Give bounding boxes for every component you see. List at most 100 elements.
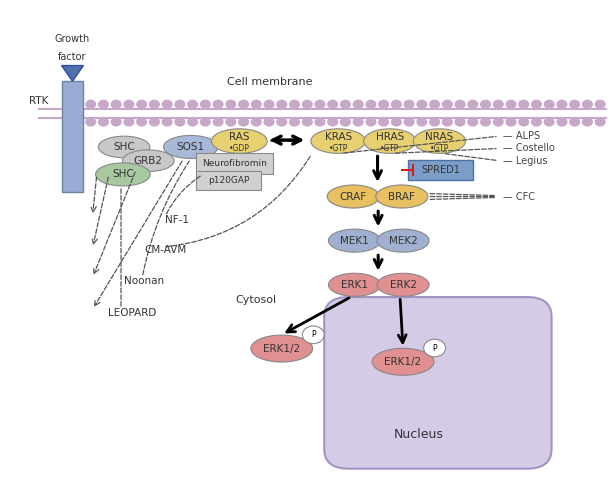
Circle shape <box>480 100 490 108</box>
Ellipse shape <box>329 229 381 252</box>
Circle shape <box>442 100 452 108</box>
Text: CRAF: CRAF <box>340 191 367 201</box>
Circle shape <box>583 118 592 126</box>
Text: SHC: SHC <box>113 142 135 152</box>
Circle shape <box>417 100 427 108</box>
Text: Noonan: Noonan <box>124 276 164 286</box>
Circle shape <box>289 118 299 126</box>
Circle shape <box>583 100 592 108</box>
Circle shape <box>137 118 146 126</box>
Circle shape <box>239 100 248 108</box>
Text: Growth: Growth <box>55 34 90 45</box>
Circle shape <box>405 118 414 126</box>
Circle shape <box>493 118 503 126</box>
Circle shape <box>506 100 516 108</box>
Text: MEK1: MEK1 <box>340 236 369 246</box>
Circle shape <box>315 118 325 126</box>
Text: SOS1: SOS1 <box>177 142 205 152</box>
Text: •GTP: •GTP <box>430 144 449 153</box>
Ellipse shape <box>364 129 416 153</box>
Circle shape <box>379 118 389 126</box>
Text: SPRED1: SPRED1 <box>421 165 460 175</box>
Circle shape <box>252 118 261 126</box>
Text: Cell membrane: Cell membrane <box>227 77 312 87</box>
Text: p120GAP: p120GAP <box>207 176 249 185</box>
FancyBboxPatch shape <box>324 297 551 469</box>
Text: ERK1/2: ERK1/2 <box>384 357 422 367</box>
Circle shape <box>544 100 554 108</box>
Circle shape <box>570 100 580 108</box>
Circle shape <box>455 118 465 126</box>
Circle shape <box>99 100 108 108</box>
Circle shape <box>188 118 198 126</box>
Circle shape <box>532 100 541 108</box>
Text: ERK1/2: ERK1/2 <box>263 344 300 354</box>
Circle shape <box>213 100 223 108</box>
Ellipse shape <box>251 335 313 362</box>
Circle shape <box>252 100 261 108</box>
Circle shape <box>430 100 439 108</box>
Circle shape <box>328 118 338 126</box>
Ellipse shape <box>377 273 429 296</box>
Circle shape <box>417 118 427 126</box>
Circle shape <box>392 100 401 108</box>
Circle shape <box>480 118 490 126</box>
Text: P: P <box>432 344 437 353</box>
Text: — Legius: — Legius <box>503 156 548 166</box>
Circle shape <box>226 100 236 108</box>
Ellipse shape <box>122 150 174 172</box>
Circle shape <box>595 100 605 108</box>
Circle shape <box>264 118 274 126</box>
Circle shape <box>424 339 446 357</box>
Circle shape <box>162 118 172 126</box>
Circle shape <box>379 100 389 108</box>
Text: RAS: RAS <box>229 132 250 142</box>
Text: P: P <box>311 330 316 339</box>
Circle shape <box>239 118 248 126</box>
FancyBboxPatch shape <box>196 171 261 190</box>
Circle shape <box>455 100 465 108</box>
Circle shape <box>340 100 350 108</box>
Text: Nucleus: Nucleus <box>394 428 443 441</box>
Circle shape <box>124 100 134 108</box>
Text: •GTP: •GTP <box>329 144 348 153</box>
Ellipse shape <box>99 136 150 158</box>
Circle shape <box>353 100 363 108</box>
Text: NF-1: NF-1 <box>165 215 189 225</box>
Circle shape <box>201 118 210 126</box>
Circle shape <box>99 118 108 126</box>
Circle shape <box>302 326 324 344</box>
Circle shape <box>557 100 567 108</box>
Text: MEK2: MEK2 <box>389 236 417 246</box>
Circle shape <box>302 100 312 108</box>
Circle shape <box>277 118 286 126</box>
Ellipse shape <box>163 135 218 159</box>
Text: LEOPARD: LEOPARD <box>108 308 156 318</box>
FancyBboxPatch shape <box>408 160 473 181</box>
Text: Neurofibromin: Neurofibromin <box>202 159 267 168</box>
Circle shape <box>86 118 95 126</box>
Text: ERK1: ERK1 <box>341 280 368 290</box>
Circle shape <box>493 100 503 108</box>
Circle shape <box>86 100 95 108</box>
Circle shape <box>570 118 580 126</box>
Circle shape <box>175 100 185 108</box>
Circle shape <box>544 118 554 126</box>
Text: CM-AVM: CM-AVM <box>144 246 186 255</box>
Circle shape <box>111 118 121 126</box>
Circle shape <box>519 100 529 108</box>
Text: factor: factor <box>58 52 87 62</box>
Text: KRAS: KRAS <box>324 132 352 142</box>
Circle shape <box>149 100 159 108</box>
Circle shape <box>557 118 567 126</box>
Circle shape <box>175 118 185 126</box>
Circle shape <box>149 118 159 126</box>
Ellipse shape <box>327 185 379 208</box>
Ellipse shape <box>311 129 365 153</box>
Ellipse shape <box>372 348 434 375</box>
FancyBboxPatch shape <box>62 81 83 191</box>
Text: •GTP: •GTP <box>380 144 400 153</box>
Text: RTK: RTK <box>29 96 48 106</box>
Circle shape <box>328 100 338 108</box>
Text: — Costello: — Costello <box>503 143 555 153</box>
